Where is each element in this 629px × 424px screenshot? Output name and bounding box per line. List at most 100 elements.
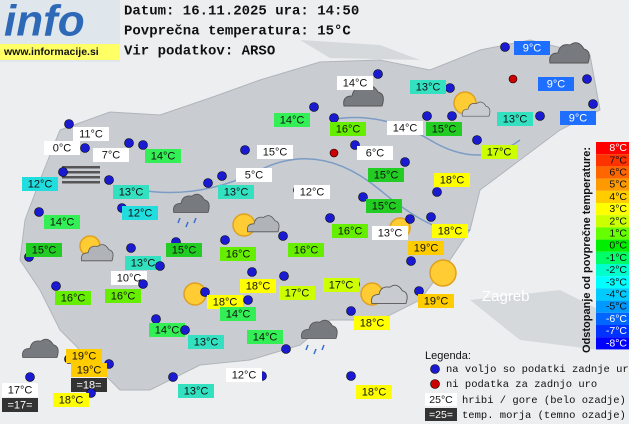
rain-drop (321, 344, 325, 351)
station-label: 13°C (416, 81, 441, 93)
scale-label: 8°C (609, 142, 627, 154)
station-label-box (323, 278, 359, 292)
station-label-box (113, 185, 149, 199)
scale-swatch (596, 276, 629, 289)
station-label: 19°C (72, 350, 97, 362)
station-label: 17°C (329, 279, 354, 291)
station-label-box (514, 41, 550, 55)
station-label: =18= (76, 379, 101, 391)
station-dot (80, 143, 90, 153)
legend-text: temp. morja (temno ozadje) (462, 410, 626, 422)
cloud-icon (173, 193, 210, 213)
station: 16°C (105, 279, 148, 303)
station-dot (281, 344, 291, 354)
station: 14°C (149, 314, 185, 337)
station-dot (104, 175, 114, 185)
rain-drop (193, 217, 197, 224)
cloud-icon (549, 42, 590, 64)
station: 19°C (406, 241, 444, 266)
station-label: 19°C (77, 364, 102, 376)
station-label-box (53, 393, 89, 407)
station: 12°C (22, 167, 68, 191)
station: 16°C (278, 231, 324, 257)
station-dot (34, 207, 44, 217)
station: 15°C (166, 237, 202, 257)
station: 18°C (346, 371, 392, 399)
scale-label: -3°C (606, 276, 628, 288)
station-label-box (145, 149, 181, 163)
scale-label: -2°C (606, 264, 628, 276)
station-label-box (432, 224, 468, 238)
rain-drop (313, 348, 317, 355)
scale-swatch (596, 300, 629, 313)
station-label: 14°C (155, 324, 180, 336)
station: 15°C (24, 243, 62, 262)
station: 17°C (323, 278, 360, 292)
station-dot (329, 113, 339, 123)
station-label: 14°C (280, 114, 305, 126)
station: 10°C (111, 261, 165, 285)
station: 13°C (180, 325, 224, 349)
station: 18°C (53, 388, 96, 407)
station-label: 13°C (503, 113, 528, 125)
station-dot (358, 192, 368, 202)
station-label: 14°C (226, 308, 251, 320)
legend-dot (430, 379, 440, 389)
station-label-box (410, 80, 446, 94)
color-scale: 8°C7°C6°C5°C4°C3°C2°C1°C0°C-1°C-2°C-3°C-… (596, 142, 629, 350)
station-label: 13°C (194, 336, 219, 348)
scale-label: -6°C (606, 313, 628, 325)
station: 12°C (293, 185, 330, 199)
station-label-box (122, 206, 158, 220)
station-dot (472, 135, 482, 145)
logo: info (4, 0, 85, 46)
station-label: 18°C (246, 280, 271, 292)
station-dot (279, 271, 289, 281)
no-data-dot (329, 148, 339, 158)
station-label-box (357, 146, 393, 160)
station-label-box (44, 215, 80, 229)
station-label: 7°C (102, 149, 121, 161)
station: 13°C (203, 178, 254, 199)
scale-label: -7°C (606, 325, 628, 337)
station-label-box (538, 77, 574, 91)
station-dot (278, 231, 288, 241)
station-dot (200, 287, 210, 297)
station-dot (432, 187, 442, 197)
station-label-box (274, 113, 310, 127)
station-label-box (337, 76, 373, 90)
legend: Legenda: na voljo so podatki zadnje ure … (425, 350, 629, 422)
legend-dot (430, 364, 440, 374)
rain-drops (177, 217, 325, 355)
station-label-box (240, 279, 276, 293)
rain-drop (305, 344, 309, 351)
station-label-box (26, 243, 62, 257)
station-dot (25, 372, 35, 382)
cloud-icon (461, 101, 491, 117)
station-label-box (387, 121, 423, 135)
station-dot (346, 371, 356, 381)
scale-label: -1°C (606, 252, 628, 264)
cloud-shape (246, 215, 280, 233)
rain-drop (177, 217, 181, 224)
no-data-dot (508, 74, 518, 84)
station-label: 12°C (300, 186, 325, 198)
station: 12°C (226, 368, 267, 382)
station-label: 10°C (117, 272, 142, 284)
station-label: 17°C (8, 384, 33, 396)
station-dot (405, 214, 415, 224)
station: 14°C (274, 102, 319, 127)
station-label: 16°C (61, 292, 86, 304)
station-label: 18°C (360, 317, 385, 329)
station: 11°C (64, 119, 109, 141)
station-dot (426, 212, 436, 222)
station-label: 16°C (294, 244, 319, 256)
station-dot (582, 74, 592, 84)
station-label-box (372, 226, 408, 240)
station-label: 13°C (224, 186, 249, 198)
station-label-box (166, 243, 202, 257)
station-label-box (125, 256, 161, 270)
scale-swatch (596, 264, 629, 277)
station: 16°C (220, 235, 256, 261)
station: 9°C (560, 99, 598, 125)
